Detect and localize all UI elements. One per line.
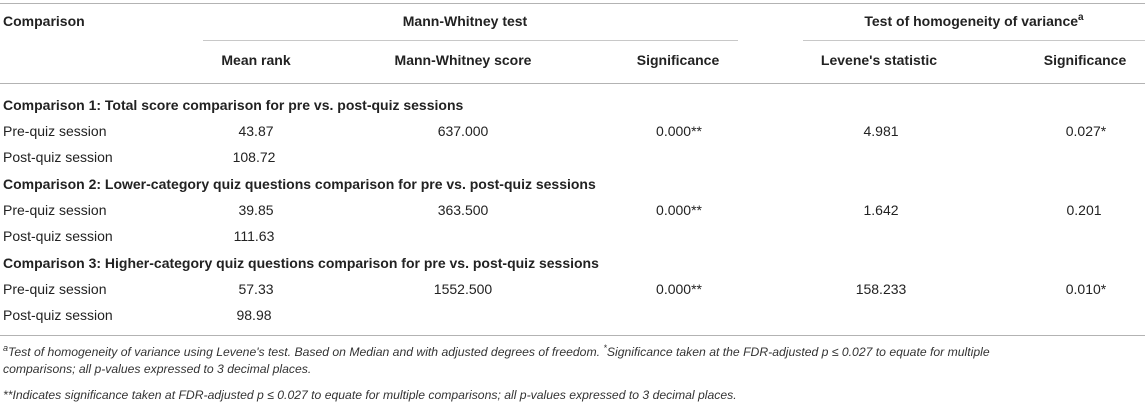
cell-levene: 158.233 <box>855 281 907 297</box>
footnote-double-star: **Indicates significance taken at FDR-ad… <box>3 388 737 402</box>
cell-mw-significance: 0.000** <box>656 202 702 218</box>
header-col-levene-significance: Significance <box>1043 52 1127 68</box>
row-label: Pre-quiz session <box>3 281 107 297</box>
header-col-mw-significance: Significance <box>636 52 720 68</box>
header-col-mw-score: Mann-Whitney score <box>394 52 532 68</box>
cell-mean-rank: 39.85 <box>238 202 274 218</box>
cell-mean-rank: 57.33 <box>238 281 274 297</box>
mann-whitney-group-rule <box>203 40 738 41</box>
footnote-star-marker: * <box>603 342 607 353</box>
header-bottom-rule <box>0 83 1145 84</box>
row-label: Post-quiz session <box>3 228 113 244</box>
section-title: Comparison 3: Higher-category quiz quest… <box>3 255 599 271</box>
cell-mw-score: 363.500 <box>437 202 489 218</box>
cell-mw-significance: 0.000** <box>656 281 702 297</box>
table-bottom-rule <box>0 335 1145 336</box>
header-comparison: Comparison <box>3 13 85 29</box>
cell-levene-significance: 0.027* <box>1065 123 1107 139</box>
homogeneity-group-rule <box>803 40 1145 41</box>
footnote-a-marker: a <box>3 342 9 353</box>
row-label: Post-quiz session <box>3 149 113 165</box>
cell-mw-score: 1552.500 <box>433 281 493 297</box>
cell-mean-rank: 98.98 <box>236 307 272 323</box>
cell-levene: 1.642 <box>863 202 899 218</box>
section-title: Comparison 2: Lower-category quiz questi… <box>3 176 596 192</box>
section-title: Comparison 1: Total score comparison for… <box>3 97 464 113</box>
header-mann-whitney-group: Mann-Whitney test <box>402 13 528 29</box>
row-label: Post-quiz session <box>3 307 113 323</box>
cell-levene-significance: 0.010* <box>1065 281 1107 297</box>
cell-levene: 4.981 <box>863 123 899 139</box>
row-label: Pre-quiz session <box>3 123 107 139</box>
header-homogeneity-group: Test of homogeneity of variancea <box>864 12 1084 30</box>
header-homogeneity-sup: a <box>1078 12 1084 23</box>
header-col-mean-rank: Mean rank <box>221 52 291 68</box>
table-top-rule <box>0 3 1145 4</box>
cell-mean-rank: 43.87 <box>238 123 274 139</box>
cell-mean-rank: 111.63 <box>233 228 275 244</box>
cell-levene-significance: 0.201 <box>1066 202 1102 218</box>
header-col-levene: Levene's statistic <box>820 52 938 68</box>
cell-mw-significance: 0.000** <box>656 123 702 139</box>
row-label: Pre-quiz session <box>3 202 107 218</box>
cell-mw-score: 637.000 <box>437 123 489 139</box>
footnote-a: aTest of homogeneity of variance using L… <box>3 342 990 376</box>
cell-mean-rank: 108.72 <box>232 149 276 165</box>
